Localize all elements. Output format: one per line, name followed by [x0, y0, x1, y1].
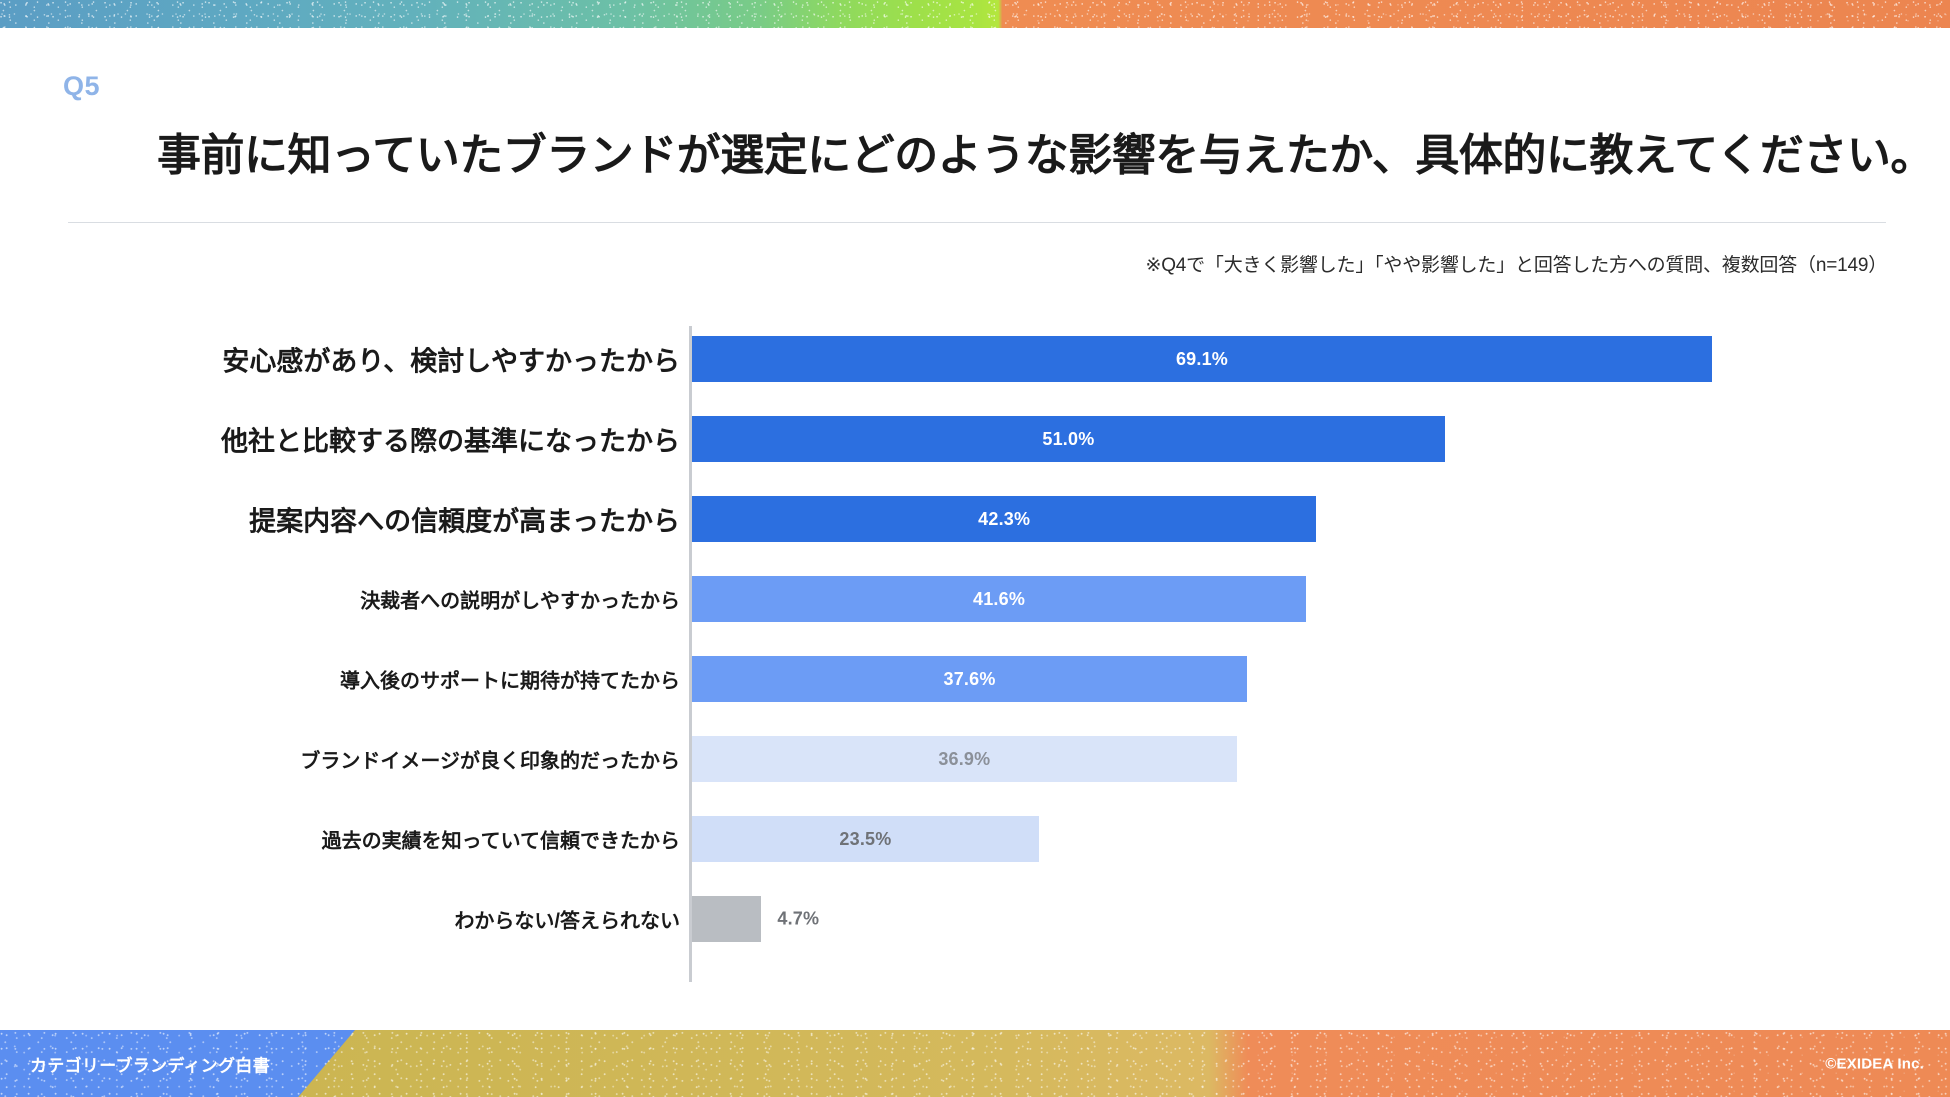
bar-track: 69.1%	[692, 336, 1712, 382]
bar-value-label: 4.7%	[777, 908, 820, 929]
slide-footer: カテゴリーブランディング白書 ©EXIDEA Inc.	[0, 1030, 1950, 1097]
top-bar-speckle-texture-right	[1002, 0, 1950, 28]
bar: 69.1%	[692, 336, 1712, 382]
bar-track: 37.6%	[692, 656, 1712, 702]
bar-category-label: 決裁者への説明がしやすかったから	[360, 590, 680, 613]
bar-category-label: わからない/答えられない	[454, 910, 680, 933]
bar-track: 51.0%	[692, 416, 1712, 462]
bar-row: 決裁者への説明がしやすかったから 41.6%	[0, 576, 1950, 622]
bar-rows-container: 安心感があり、検討しやすかったから 69.1% 他社と比較する際の基準になったから 5…	[0, 318, 1950, 978]
bar-row: 過去の実績を知っていて信頼できたから 23.5%	[0, 816, 1950, 862]
bar-track: 23.5%	[692, 816, 1712, 862]
bar-value-label: 23.5%	[839, 828, 892, 849]
bar-row: 提案内容への信頼度が高まったから 42.3%	[0, 496, 1950, 542]
bar-value-label: 41.6%	[973, 588, 1026, 609]
bar: 42.3%	[692, 496, 1317, 542]
bar-row: わからない/答えられない 4.7%	[0, 896, 1950, 942]
bar-track: 41.6%	[692, 576, 1712, 622]
footer-copyright: ©EXIDEA Inc.	[1825, 1055, 1924, 1072]
bar: 37.6%	[692, 656, 1248, 702]
bar-category-label: 安心感があり、検討しやすかったから	[222, 346, 680, 377]
bar-track: 42.3%	[692, 496, 1712, 542]
bar-value-label: 37.6%	[943, 668, 996, 689]
bar-row: ブランドイメージが良く印象的だったから 36.9%	[0, 736, 1950, 782]
bar-category-label: 過去の実績を知っていて信頼できたから	[321, 830, 680, 853]
bar-track: 4.7%	[692, 896, 1712, 942]
bar-chart: 安心感があり、検討しやすかったから 69.1% 他社と比較する際の基準になったから 5…	[0, 318, 1950, 982]
bar-row: 導入後のサポートに期待が持てたから 37.6%	[0, 656, 1950, 702]
footer-document-title: カテゴリーブランディング白書	[30, 1056, 270, 1075]
bar-category-label: 提案内容への信頼度が高まったから	[249, 506, 680, 537]
bar	[692, 896, 762, 942]
bar-value-label: 51.0%	[1042, 428, 1095, 449]
bar: 51.0%	[692, 416, 1445, 462]
page-title: 事前に知っていたブランドが選定にどのような影響を与えたか、具体的に教えてください…	[157, 131, 1934, 180]
survey-note: ※Q4で「大きく影響した」「やや影響した」と回答した方への質問、複数回答（n=1…	[1145, 255, 1887, 276]
bar-row: 他社と比較する際の基準になったから 51.0%	[0, 416, 1950, 462]
top-gradient-bar	[0, 0, 1950, 28]
chart-axis-line	[689, 326, 692, 982]
bar-category-label: 他社と比較する際の基準になったから	[221, 426, 680, 457]
bar-value-label: 42.3%	[978, 508, 1031, 529]
bar-value-label: 69.1%	[1175, 348, 1229, 369]
bar-track: 36.9%	[692, 736, 1712, 782]
bar-row: 安心感があり、検討しやすかったから 69.1%	[0, 336, 1950, 382]
bar: 23.5%	[692, 816, 1039, 862]
question-number: Q5	[63, 71, 101, 101]
bar-category-label: ブランドイメージが良く印象的だったから	[300, 750, 680, 773]
bar: 36.9%	[692, 736, 1237, 782]
top-bar-speckle-texture	[0, 0, 1950, 28]
bar: 41.6%	[692, 576, 1307, 622]
bar-value-label: 36.9%	[938, 748, 991, 769]
header-divider	[68, 222, 1886, 223]
bar-category-label: 導入後のサポートに期待が持てたから	[340, 670, 680, 693]
